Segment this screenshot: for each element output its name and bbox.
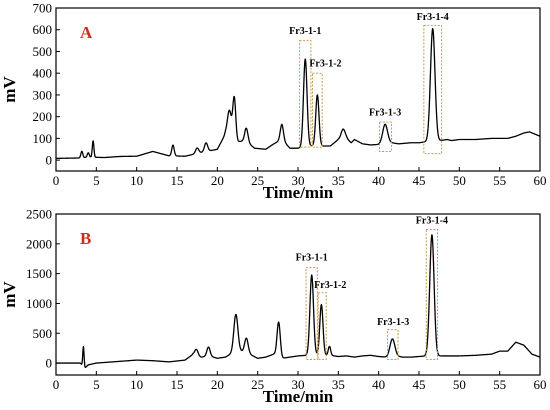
x-tick-label: 10 (130, 377, 143, 392)
plot-frame (55, 213, 541, 376)
x-tick-label: 0 (53, 173, 60, 188)
fraction-box (425, 229, 439, 360)
fraction-label: Fr3-1-3 (369, 108, 401, 119)
x-tick-label: 50 (453, 173, 466, 188)
x-tick-label: 55 (493, 173, 506, 188)
x-tick-label: 45 (413, 377, 426, 392)
x-tick-label: 50 (453, 377, 466, 392)
chromatogram-trace (55, 28, 541, 160)
y-tick-label: 1500 (26, 266, 52, 281)
fraction-label: Fr3-1-3 (377, 317, 409, 328)
y-tick-label: 0 (46, 153, 53, 168)
fraction-label: Fr3-1-2 (314, 280, 346, 291)
x-tick-label: 15 (171, 377, 184, 392)
x-tick-label: 30 (292, 173, 305, 188)
fraction-box (305, 267, 318, 361)
panel-letter: B (80, 229, 91, 248)
x-tick-label: 35 (332, 377, 345, 392)
x-tick-label: 20 (211, 377, 224, 392)
fraction-box (317, 292, 327, 360)
x-tick-label: 30 (292, 377, 305, 392)
panel-letter: A (80, 23, 93, 42)
x-tick-label: 55 (493, 377, 506, 392)
x-tick-label: 0 (53, 377, 60, 392)
fraction-box (423, 24, 443, 155)
y-tick-label: 400 (33, 66, 53, 81)
y-tick-label: 700 (33, 1, 53, 16)
x-tick-label: 5 (93, 173, 100, 188)
y-tick-label: 1000 (26, 296, 52, 311)
x-tick-label: 60 (534, 377, 547, 392)
fraction-label: Fr3-1-4 (417, 12, 449, 23)
fraction-label: Fr3-1-1 (289, 26, 321, 37)
fraction-box (387, 329, 399, 360)
y-tick-label: 500 (33, 326, 53, 341)
y-tick-label: 500 (33, 44, 53, 59)
y-tick-label: 300 (33, 87, 53, 102)
y-tick-label: 100 (33, 131, 53, 146)
panel-a-chart: Fr3-1-1 Fr3-1-2 Fr3-1-3 Fr3-1-4 0 5 10 15 20 25 30… (0, 1, 547, 203)
chromatogram-trace (55, 234, 541, 368)
x-tick-label: 40 (372, 173, 385, 188)
x-tick-label: 45 (413, 173, 426, 188)
y-axis-title: mV (0, 281, 19, 308)
x-tick-label: 15 (171, 173, 184, 188)
y-tick-label: 0 (46, 356, 53, 371)
x-axis-title: Time/min (263, 183, 334, 202)
x-axis-title: Time/min (263, 387, 334, 406)
x-tick-label: 35 (332, 173, 345, 188)
y-axis-title: mV (0, 76, 19, 103)
y-tick-label: 2500 (26, 207, 52, 222)
fraction-box (378, 121, 393, 152)
x-tick-label: 25 (251, 173, 264, 188)
y-tick-label: 200 (33, 109, 53, 124)
fraction-box (299, 40, 312, 148)
y-tick-label: 600 (33, 22, 53, 37)
panel-b-chart: Fr3-1-1 Fr3-1-2 Fr3-1-3 Fr3-1-4 0 5 10 15 20 25 30… (0, 207, 547, 407)
x-tick-label: 20 (211, 173, 224, 188)
x-tick-label: 5 (93, 377, 100, 392)
fraction-label: Fr3-1-4 (416, 216, 448, 227)
x-tick-label: 25 (251, 377, 264, 392)
fraction-label: Fr3-1-2 (309, 59, 341, 70)
x-tick-label: 60 (534, 173, 547, 188)
y-tick-label: 2000 (26, 236, 52, 251)
fraction-box (312, 72, 323, 148)
x-tick-label: 10 (130, 173, 143, 188)
fraction-label: Fr3-1-1 (296, 253, 328, 264)
x-tick-label: 40 (372, 377, 385, 392)
